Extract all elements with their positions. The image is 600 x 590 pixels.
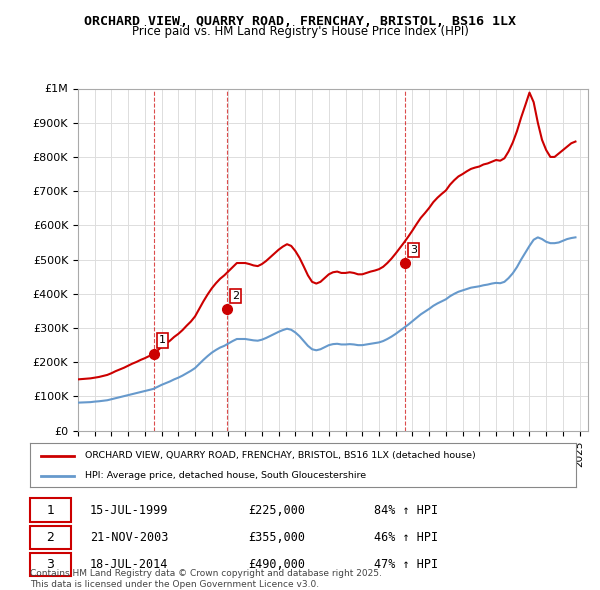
Text: 1: 1 (159, 336, 166, 345)
Text: 1: 1 (46, 504, 54, 517)
Text: £225,000: £225,000 (248, 504, 305, 517)
Text: 21-NOV-2003: 21-NOV-2003 (90, 531, 169, 544)
FancyBboxPatch shape (30, 553, 71, 576)
Text: 15-JUL-1999: 15-JUL-1999 (90, 504, 169, 517)
Text: 46% ↑ HPI: 46% ↑ HPI (374, 531, 438, 544)
Text: 18-JUL-2014: 18-JUL-2014 (90, 558, 169, 571)
Text: 3: 3 (46, 558, 54, 571)
Text: ORCHARD VIEW, QUARRY ROAD, FRENCHAY, BRISTOL, BS16 1LX (detached house): ORCHARD VIEW, QUARRY ROAD, FRENCHAY, BRI… (85, 451, 475, 460)
Text: 47% ↑ HPI: 47% ↑ HPI (374, 558, 438, 571)
Text: £355,000: £355,000 (248, 531, 305, 544)
Text: Contains HM Land Registry data © Crown copyright and database right 2025.
This d: Contains HM Land Registry data © Crown c… (30, 569, 382, 589)
FancyBboxPatch shape (30, 499, 71, 522)
Text: Price paid vs. HM Land Registry's House Price Index (HPI): Price paid vs. HM Land Registry's House … (131, 25, 469, 38)
Text: 2: 2 (232, 291, 239, 301)
Text: 2: 2 (46, 531, 54, 544)
FancyBboxPatch shape (30, 526, 71, 549)
Text: ORCHARD VIEW, QUARRY ROAD, FRENCHAY, BRISTOL, BS16 1LX: ORCHARD VIEW, QUARRY ROAD, FRENCHAY, BRI… (84, 15, 516, 28)
Text: £490,000: £490,000 (248, 558, 305, 571)
Text: 84% ↑ HPI: 84% ↑ HPI (374, 504, 438, 517)
Text: 3: 3 (410, 245, 417, 255)
Text: HPI: Average price, detached house, South Gloucestershire: HPI: Average price, detached house, Sout… (85, 471, 366, 480)
